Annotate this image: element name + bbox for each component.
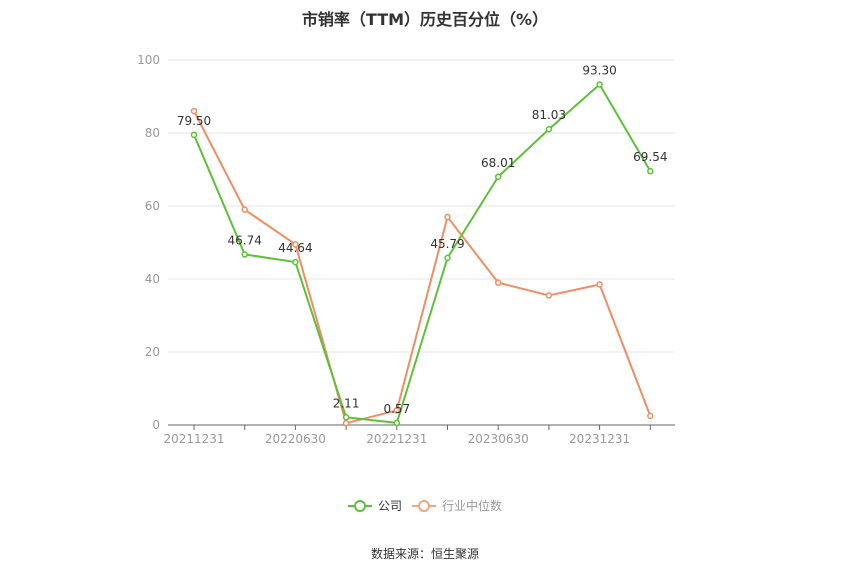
x-tick-label: 20221231: [366, 432, 427, 446]
series-lines: [193, 83, 652, 425]
y-tick-label: 80: [145, 126, 160, 140]
grid-lines: [168, 59, 675, 353]
data-label: 79.50: [177, 114, 211, 128]
y-tick-label: 0: [152, 418, 160, 432]
legend-item-industry[interactable]: 行业中位数: [412, 498, 502, 513]
data-point: [545, 292, 553, 299]
data-source: 数据来源：恒生聚源: [370, 547, 479, 561]
x-tick-label: 20230630: [468, 432, 529, 446]
legend-company-label: 公司: [378, 499, 402, 513]
data-label: 2.11: [333, 396, 360, 410]
data-point: [342, 414, 350, 421]
axes: 0 20 40 60 80 100 20211231 20220630 20221231 2023…: [137, 53, 675, 446]
series-line-1: [193, 110, 652, 425]
legend-item-company[interactable]: 公司: [348, 499, 402, 513]
data-point: [596, 81, 603, 88]
chart-title: 市销率（TTM）历史百分位（%）: [301, 10, 549, 29]
legend-company-marker: [354, 500, 366, 512]
data-point: [647, 412, 654, 420]
data-label: 81.03: [532, 108, 566, 122]
data-point: [342, 419, 350, 427]
x-tick-label: 20211231: [163, 432, 224, 446]
legend-industry-marker: [418, 500, 430, 512]
series-line-0: [193, 83, 652, 424]
y-tick-label: 100: [137, 53, 160, 67]
data-point: [444, 254, 451, 262]
data-labels: 79.50 46.74 44.64 2.11 0.57 45.79 68.01 81.03 93…: [177, 63, 668, 415]
data-point: [444, 213, 451, 221]
legend: 公司 行业中位数: [348, 498, 502, 513]
data-label: 0.57: [383, 402, 410, 416]
x-tick-label: 20231231: [569, 432, 630, 446]
data-point: [393, 407, 401, 414]
data-point: [292, 241, 299, 248]
data-label: 46.74: [228, 233, 262, 247]
data-point: [393, 419, 401, 427]
legend-industry-label: 行业中位数: [442, 498, 502, 513]
data-label: 93.30: [582, 63, 616, 77]
data-point: [545, 125, 553, 133]
data-point: [494, 173, 502, 181]
data-label: 44.64: [278, 241, 312, 255]
data-label: 68.01: [481, 156, 515, 170]
x-tick-label: 20220630: [265, 432, 326, 446]
data-point: [241, 206, 248, 213]
y-tick-label: 60: [145, 199, 160, 213]
data-point: [596, 281, 603, 288]
y-tick-label: 40: [145, 272, 160, 286]
y-tick-label: 20: [145, 345, 160, 359]
data-point: [190, 107, 198, 115]
data-label: 45.79: [430, 237, 464, 251]
data-point: [190, 131, 198, 139]
data-point: [241, 251, 248, 258]
data-point: [647, 167, 654, 175]
data-label: 69.54: [633, 150, 667, 164]
data-point: [292, 258, 299, 266]
data-point: [494, 279, 502, 286]
series-points: [190, 81, 654, 427]
